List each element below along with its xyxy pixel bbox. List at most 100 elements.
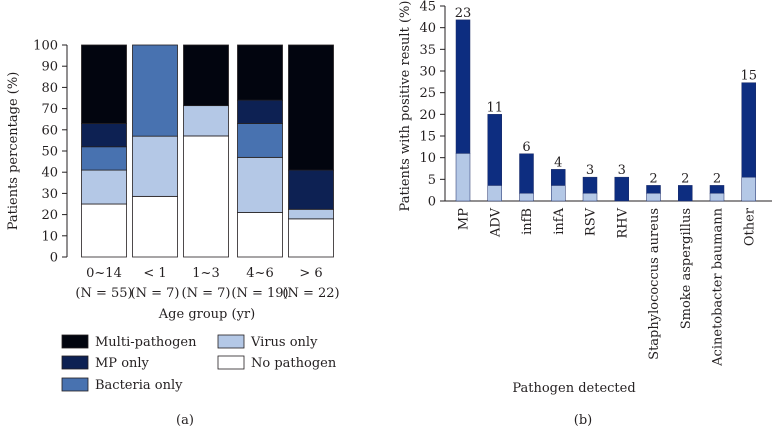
panel-b-bar-smoke-aspergillus-upper-segment [678,185,693,202]
panel-a-y-tick-label: 60 [41,123,58,138]
panel-b-y-tick-label: 40 [419,21,436,36]
panel-a-bar-1-bacteria-only [132,44,178,137]
panel-b-bar-other-upper-segment [741,82,756,178]
panel-a-bar-4-6-bacteria-only [237,123,283,158]
panel-a-y-tick-label: 80 [41,81,58,96]
panel-a-bar-0-14-multi-pathogen [81,44,127,124]
panel-b-data-label: 15 [740,69,757,84]
panel-b-bar-staphylococcus-aureus-upper-segment [646,185,661,194]
panel-b-data-label: 6 [522,140,530,155]
panel-b-bar-infa-upper-segment [551,169,566,186]
panel-b-y-tick-label: 45 [419,0,436,15]
panel-a-x-tick-label: 4~6 [246,266,273,281]
panel-b-bar-rsv-lower-segment [582,192,598,202]
legend-label-multi-pathogen: Multi-pathogen [95,335,197,350]
panel-b-bar-staphylococcus-aureus-lower-segment [646,192,661,202]
panel-a-bar-4-6-multi-pathogen [237,44,283,101]
panel-b-bar-infb-lower-segment [519,192,534,202]
panel-b-bar-infa-lower-segment [551,185,566,202]
panel-a-x-tick-label: 0~14 [86,266,122,281]
legend-swatch-virus-only [217,334,245,349]
panel-b-y-tick-label: 30 [419,65,436,80]
panel-b-x-tick-label: Acinetobacter baumann [711,207,726,366]
panel-a-bar-0-14-mp-only [81,123,127,148]
panel-b-x-tick-label: RHV [615,207,630,238]
legend-label-bacteria-only: Bacteria only [95,378,183,393]
panel-b-data-label: 2 [681,171,689,186]
panel-a-bar-6-mp-only [288,169,334,210]
panel-a-x-tick-sublabel: (N = 19) [231,286,288,301]
panel-a-y-tick-label: 10 [41,229,58,244]
panel-b-x-tick-label: Staphylococcus aureus [647,208,662,360]
panel-b-x-axis-label: Pathogen detected [512,381,635,396]
panel-b-bar-other-lower-segment [741,176,756,202]
panel-a-chart: 0 10 20 30 40 50 60 70 80 90 100 0~14 (N = 55) < 1 (N… [6,39,340,429]
panel-b-y-tick-label: 15 [419,130,436,145]
panel-b-bar-acinetobacter-baumann-lower-segment [709,192,725,202]
panel-b-x-tick-label: MP [457,208,472,230]
panel-b-chart: 0 5 10 15 20 25 30 35 40 45 23 11 6 4 3 3 2 2 2 15 MP ADV in… [398,0,772,428]
panel-b-label: (b) [574,413,592,428]
panel-a-x-tick-sublabel: (N = 55) [75,286,132,301]
panel-a-bar-0-14-virus-only [81,169,127,205]
panel-b-bar-adv-upper-segment [487,114,502,186]
panel-a-y-tick-label: 40 [41,166,58,181]
panel-a-bar-6-virus-only [288,208,334,220]
panel-a-y-tick-label: 90 [41,60,58,75]
panel-b-data-label: 4 [554,155,562,170]
panel-b-y-tick-label: 20 [419,108,436,123]
panel-b-data-label: 11 [486,100,503,115]
panel-b-y-tick-label: 10 [419,151,436,166]
panel-b-x-tick-label: ADV [488,207,503,238]
panel-b-data-label: 2 [713,171,721,186]
panel-a-y-tick-label: 20 [41,208,58,223]
panel-a-x-tick-sublabel: (N = 22) [282,286,339,301]
panel-b-x-tick-label: infA [552,207,567,234]
panel-a-x-tick-label: 1~3 [192,266,219,281]
panel-a-bar-1-3-multi-pathogen [183,44,229,107]
panel-a-bar-6-multi-pathogen [288,44,334,171]
panel-b-y-tick-label: 0 [428,195,436,210]
legend-label-virus-only: Virus only [250,335,318,350]
panel-a-bar-4-6-virus-only [237,156,283,213]
panel-b-x-tick-label: RSV [584,207,599,236]
panel-a-bar-1-3-virus-only [183,105,229,137]
panel-a-x-axis-label: Age group (yr) [158,307,255,322]
panel-a-bar-4-6-mp-only [237,99,283,124]
panel-b-data-label: 3 [586,163,594,178]
panel-a-bar-1-no-pathogen [132,195,178,258]
panel-a-y-tick-label: 30 [41,187,58,202]
panel-a-bar-4-6-no-pathogen [237,212,283,258]
panel-a-y-tick-label: 0 [50,251,58,266]
panel-b-data-label: 2 [649,171,657,186]
legend-label-no-pathogen: No pathogen [251,356,337,371]
panel-b-y-tick-label: 5 [428,173,436,188]
panel-b-data-label: 3 [618,163,626,178]
panel-b-bar-mp-lower-segment [455,153,471,202]
panel-a-bar-1-virus-only [132,135,178,197]
panel-b-bar-infb-upper-segment [519,153,534,194]
panel-b-x-tick-label: Other [742,207,757,246]
panel-b-x-tick-label: infB [520,208,535,235]
legend-swatch-multi-pathogen [61,334,89,349]
panel-b-bar-rhv-upper-segment [614,176,629,202]
legend-swatch-bacteria-only [61,377,89,392]
panel-b-bar-acinetobacter-baumann-upper-segment [709,185,725,194]
panel-a-y-tick-label: 100 [33,39,58,54]
panel-b-x-tick-label: Smoke aspergillus [679,208,694,329]
panel-a-legend: Multi-pathogen Virus only MP only No pathog… [61,334,337,393]
panel-b-bar-mp-upper-segment [455,19,471,154]
panel-b-y-tick-label: 25 [419,86,436,101]
panel-a-bar-6-no-pathogen [288,218,334,258]
legend-swatch-no-pathogen [217,355,245,370]
panel-a-bar-0-14-no-pathogen [81,203,127,258]
panel-a-bar-1-3-no-pathogen [183,135,229,258]
panel-a-y-tick-label: 50 [41,145,58,160]
panel-a-x-tick-sublabel: (N = 7) [182,286,231,301]
panel-b-bar-rsv-upper-segment [582,176,598,194]
panel-b-y-axis-label: Patients with positive result (%) [398,1,413,212]
legend-swatch-mp-only [61,355,89,370]
legend-label-mp-only: MP only [95,356,150,371]
panel-b-bar-adv-lower-segment [487,185,502,202]
